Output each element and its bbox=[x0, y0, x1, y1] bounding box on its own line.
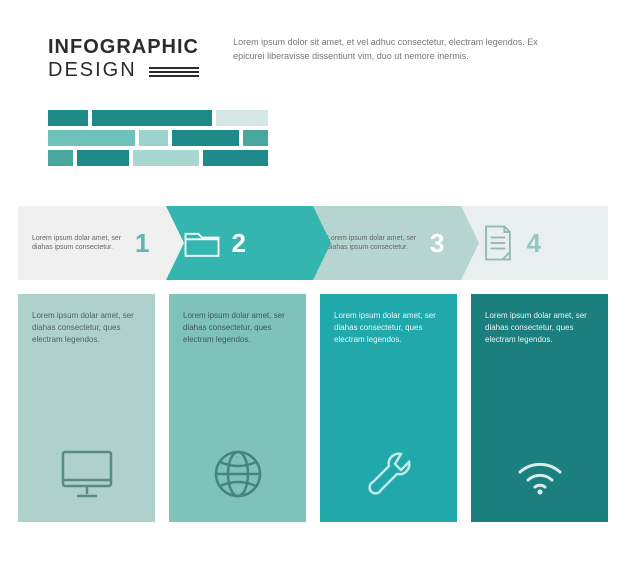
brick bbox=[243, 130, 268, 146]
monitor-icon bbox=[55, 442, 119, 506]
card-text: Lorem ipsum dolar amet, ser diahas conse… bbox=[485, 310, 594, 346]
wifi-icon bbox=[508, 442, 572, 506]
brick-row bbox=[48, 110, 268, 126]
brick bbox=[133, 150, 198, 166]
header: INFOGRAPHIC DESIGN Lorem ipsum dolor sit… bbox=[48, 36, 578, 82]
intro-text: Lorem ipsum dolor sit amet, et vel adhuc… bbox=[233, 36, 543, 82]
step-number: 1 bbox=[135, 228, 149, 259]
process-step: Lorem ipsum dolar amet, ser diahas ipsum… bbox=[313, 206, 461, 280]
brick bbox=[203, 150, 268, 166]
card-row: Lorem ipsum dolar amet, ser diahas conse… bbox=[18, 294, 608, 522]
globe-icon bbox=[206, 442, 270, 506]
folder-icon bbox=[180, 221, 224, 265]
process-row: Lorem ipsum dolar amet, ser diahas ipsum… bbox=[18, 206, 608, 280]
info-card: Lorem ipsum dolar amet, ser diahas conse… bbox=[169, 294, 306, 522]
card-text: Lorem ipsum dolar amet, ser diahas conse… bbox=[183, 310, 292, 346]
document-icon bbox=[475, 221, 519, 265]
info-card: Lorem ipsum dolar amet, ser diahas conse… bbox=[18, 294, 155, 522]
card-text: Lorem ipsum dolar amet, ser diahas conse… bbox=[334, 310, 443, 346]
title-block: INFOGRAPHIC DESIGN bbox=[48, 36, 199, 82]
brick bbox=[48, 130, 135, 146]
process-step: Lorem ipsum dolar amet, ser diahas ipsum… bbox=[18, 206, 166, 280]
process-step: 2 bbox=[166, 206, 314, 280]
step-number: 2 bbox=[232, 228, 246, 259]
title-underline-icon bbox=[149, 65, 199, 79]
brick bbox=[92, 110, 213, 126]
title-line1: INFOGRAPHIC bbox=[48, 36, 199, 59]
step-text: Lorem ipsum dolar amet, ser diahas ipsum… bbox=[327, 234, 422, 252]
step-text: Lorem ipsum dolar amet, ser diahas ipsum… bbox=[32, 234, 127, 252]
step-number: 3 bbox=[430, 228, 444, 259]
brick bbox=[216, 110, 268, 126]
brick bbox=[48, 150, 73, 166]
info-card: Lorem ipsum dolar amet, ser diahas conse… bbox=[471, 294, 608, 522]
infographic-page: INFOGRAPHIC DESIGN Lorem ipsum dolor sit… bbox=[0, 0, 626, 561]
card-text: Lorem ipsum dolar amet, ser diahas conse… bbox=[32, 310, 141, 346]
brick bbox=[77, 150, 129, 166]
brick bbox=[48, 110, 88, 126]
process-step: 4 bbox=[461, 206, 609, 280]
title-line2: DESIGN bbox=[48, 59, 137, 82]
brick-row bbox=[48, 150, 268, 166]
brick bbox=[139, 130, 168, 146]
wrench-icon bbox=[357, 442, 421, 506]
step-number: 4 bbox=[527, 228, 541, 259]
brick-graphic bbox=[48, 110, 268, 170]
brick-row bbox=[48, 130, 268, 146]
info-card: Lorem ipsum dolar amet, ser diahas conse… bbox=[320, 294, 457, 522]
brick bbox=[172, 130, 239, 146]
